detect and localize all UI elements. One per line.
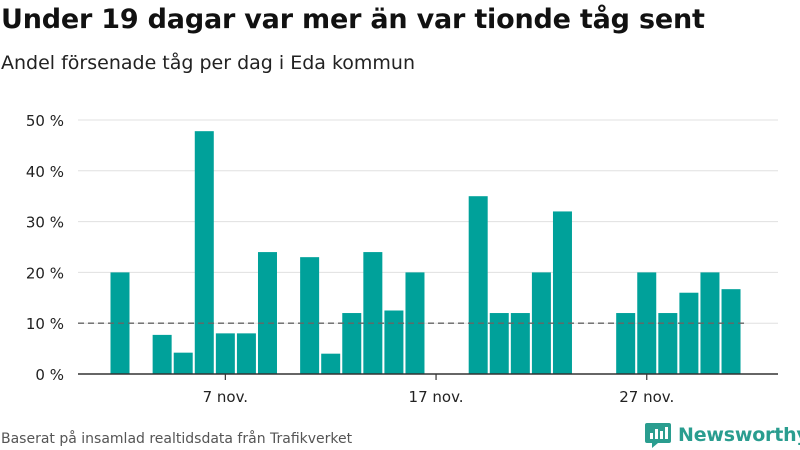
bar xyxy=(215,333,235,374)
bar xyxy=(300,257,320,374)
chart-title: Under 19 dagar var mer än var tionde tåg… xyxy=(1,4,705,35)
bar xyxy=(489,313,509,374)
bar xyxy=(679,292,699,374)
bar xyxy=(721,289,741,374)
y-tick-label: 50 % xyxy=(26,112,64,130)
bar xyxy=(616,313,636,374)
bar xyxy=(468,196,488,374)
bar xyxy=(194,131,214,374)
bar xyxy=(152,334,172,374)
bar xyxy=(637,272,657,374)
newsworthy-logo-icon xyxy=(645,423,671,448)
x-tick-label: 27 nov. xyxy=(619,388,674,406)
y-tick-label: 10 % xyxy=(26,315,64,333)
bar xyxy=(552,211,572,374)
bar xyxy=(405,272,425,374)
bar-chart: 0 % 10 % 20 % 30 % 40 % 50 % 7 nov. 17 nov. 27 n… xyxy=(26,112,778,406)
bar xyxy=(321,353,341,374)
y-tick-label: 20 % xyxy=(26,264,64,282)
chart-subtitle: Andel försenade tåg per dag i Eda kommun xyxy=(1,52,416,74)
bar xyxy=(257,252,277,374)
bar xyxy=(510,313,530,374)
newsworthy-logo: Newsworthy xyxy=(644,421,800,449)
bar xyxy=(384,310,404,374)
bar xyxy=(173,352,193,374)
bar xyxy=(363,252,383,374)
y-tick-label: 30 % xyxy=(26,214,64,232)
bar xyxy=(658,313,678,374)
source-note: Baserat på insamlad realtidsdata från Tr… xyxy=(1,431,353,447)
y-tick-label: 0 % xyxy=(35,366,64,384)
y-tick-label: 40 % xyxy=(26,163,64,181)
x-tick-label: 7 nov. xyxy=(203,388,248,406)
bar xyxy=(236,333,256,374)
bar xyxy=(342,313,362,374)
brand-name: Newsworthy xyxy=(678,424,800,446)
x-tick-label: 17 nov. xyxy=(409,388,464,406)
